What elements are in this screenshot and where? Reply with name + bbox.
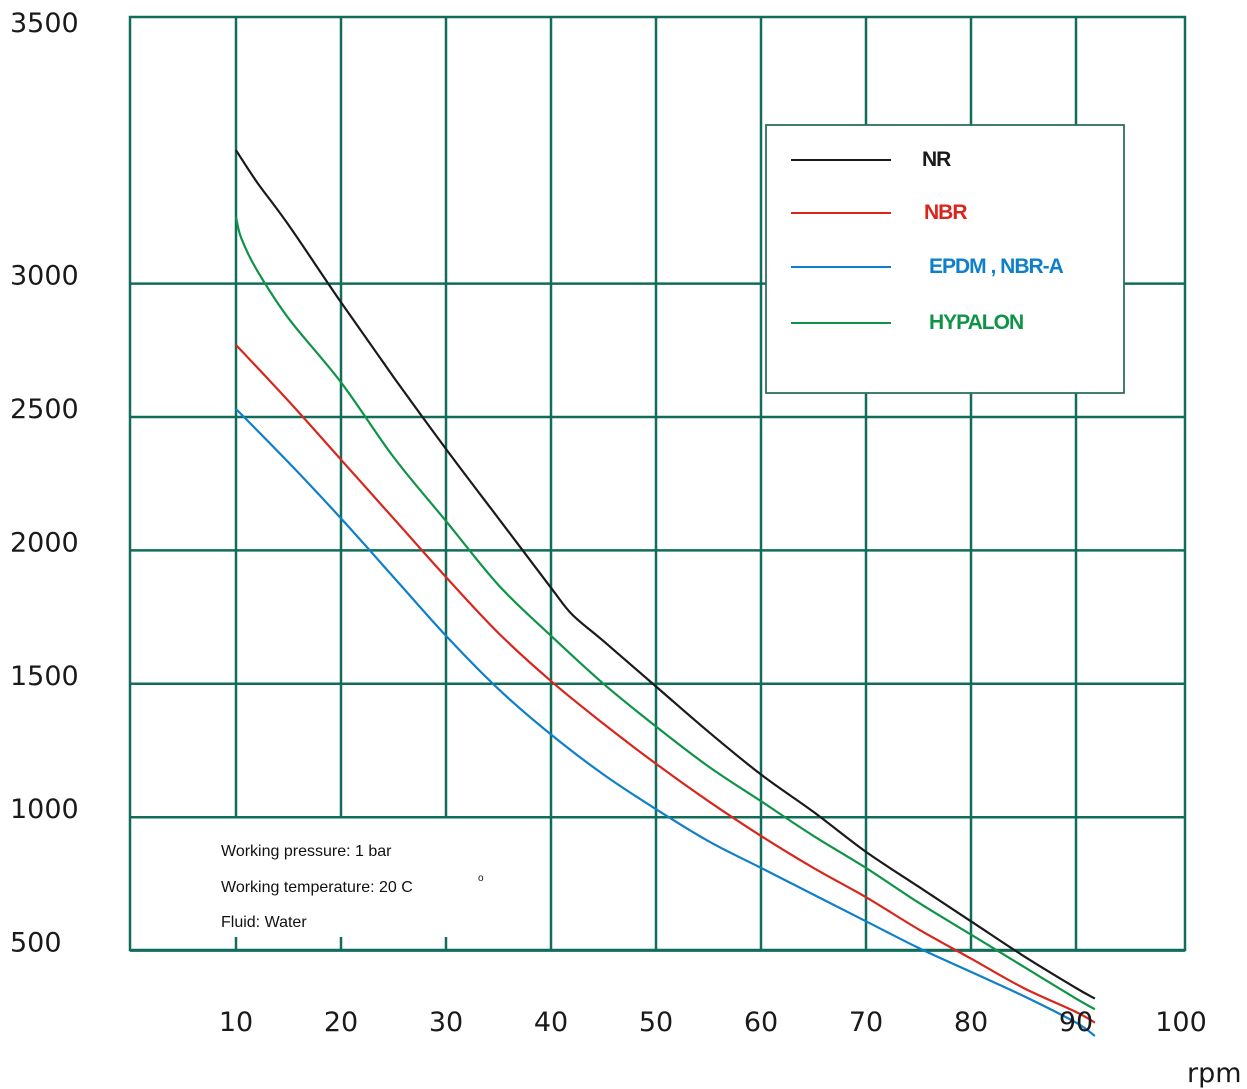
x-tick-label: 90 xyxy=(1059,1007,1093,1038)
y-tick-label: 3500 xyxy=(10,8,79,39)
series-line-nr xyxy=(235,149,1096,1000)
legend-label-epdm-nbr-a: EPDM , NBR-A xyxy=(929,255,1064,278)
x-tick-label: 80 xyxy=(954,1007,988,1038)
y-tick-label: 2500 xyxy=(10,394,79,425)
legend-box xyxy=(765,124,1125,394)
note-fluid: Fluid: Water xyxy=(221,914,307,931)
y-tick-label: 1000 xyxy=(10,794,79,825)
x-axis-label: rpm xyxy=(1187,1058,1242,1089)
y-tick-label: 3000 xyxy=(10,261,79,292)
series-lines xyxy=(234,149,1096,1037)
legend-label-nbr: NBR xyxy=(924,201,967,224)
note-degree-symbol: o xyxy=(478,873,484,884)
conditions-note: Working pressure: 1 bar Working temperat… xyxy=(221,843,484,931)
legend: NR NBR EPDM , NBR-A HYPALON xyxy=(765,124,1125,394)
x-tick-label: 100 xyxy=(1155,1007,1207,1038)
x-tick-label: 60 xyxy=(744,1007,778,1038)
legend-label-nr: NR xyxy=(922,148,951,171)
tick-labels: 10 20 30 40 50 60 70 80 90 100 500 1000 1500 2000 2500… xyxy=(10,8,1207,1038)
x-tick-label: 50 xyxy=(639,1007,673,1038)
x-tick-label: 40 xyxy=(534,1007,568,1038)
y-tick-label: 500 xyxy=(10,928,62,959)
y-tick-label: 2000 xyxy=(10,527,79,558)
series-line-hypalon xyxy=(234,216,1096,1011)
x-tick-label: 10 xyxy=(219,1007,253,1038)
series-line-nbr xyxy=(235,344,1096,1024)
x-tick-label: 70 xyxy=(849,1007,883,1038)
y-tick-label: 1500 xyxy=(10,661,79,692)
bottom-axis-ticks xyxy=(234,937,448,950)
legend-label-hypalon: HYPALON xyxy=(929,311,1023,334)
grid xyxy=(128,15,1187,952)
note-temperature: Working temperature: 20 C xyxy=(221,879,413,896)
legend-items: NR NBR EPDM , NBR-A HYPALON xyxy=(791,148,1065,334)
note-pressure: Working pressure: 1 bar xyxy=(221,843,392,860)
x-tick-label: 20 xyxy=(324,1007,358,1038)
x-tick-label: 30 xyxy=(429,1007,463,1038)
series-line-epdm-nbr-a xyxy=(235,408,1096,1037)
